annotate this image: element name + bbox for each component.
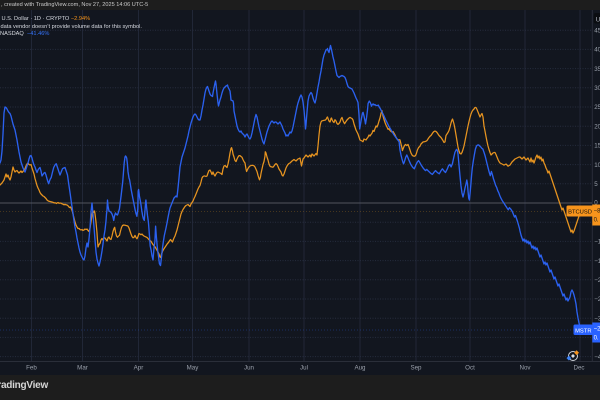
svg-text:Feb: Feb [26, 365, 37, 372]
svg-text:0.: 0. [594, 336, 599, 342]
svg-text:40: 40 [594, 47, 600, 54]
svg-text:−25: −25 [594, 296, 600, 303]
svg-text:Nov: Nov [519, 365, 531, 372]
svg-text:May: May [187, 365, 200, 372]
svg-text:0: 0 [594, 200, 598, 207]
svg-text:−10: −10 [594, 239, 600, 246]
svg-text:Jun: Jun [244, 365, 255, 372]
svg-text:Mar: Mar [77, 365, 88, 372]
svg-text:−8: −8 [594, 209, 600, 215]
svg-text:−2: −2 [594, 327, 600, 333]
svg-text:BTCUSD: BTCUSD [568, 209, 592, 215]
svg-text:Jul: Jul [300, 365, 308, 372]
svg-text:Dec: Dec [573, 365, 584, 372]
svg-text:5: 5 [594, 181, 598, 188]
svg-text:−20: −20 [594, 277, 600, 284]
svg-text:45: 45 [594, 27, 600, 34]
svg-text:MSTR: MSTR [575, 328, 591, 334]
svg-text:U: U [596, 16, 600, 23]
svg-text:25: 25 [594, 104, 600, 111]
svg-text:35: 35 [594, 66, 600, 73]
svg-text:−40: −40 [594, 354, 600, 361]
svg-text:0.: 0. [594, 218, 599, 224]
svg-text:15: 15 [594, 143, 600, 150]
svg-text:Apr: Apr [134, 365, 144, 372]
svg-text:Oct: Oct [465, 365, 475, 372]
svg-text:−15: −15 [594, 258, 600, 265]
svg-text:Aug: Aug [354, 365, 366, 372]
svg-text:30: 30 [594, 85, 600, 92]
svg-text:−30: −30 [594, 315, 600, 322]
svg-text:Sep: Sep [410, 365, 422, 372]
svg-text:20: 20 [594, 123, 600, 130]
svg-text:10: 10 [594, 162, 600, 169]
